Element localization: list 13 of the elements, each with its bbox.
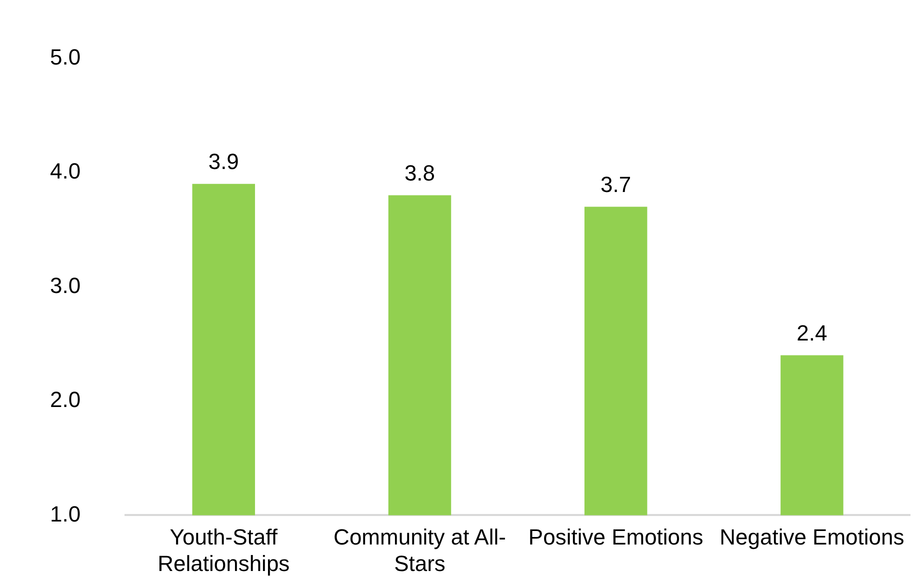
- y-tick-label: 5.0: [50, 44, 81, 70]
- data-label: 3.7: [600, 172, 632, 197]
- x-tick-label: Community at All-Stars: [334, 524, 506, 576]
- x-tick-label: Positive Emotions: [528, 524, 704, 550]
- data-label: 3.8: [404, 160, 436, 186]
- y-tick-label: 4.0: [50, 158, 81, 184]
- data-label: 2.4: [796, 320, 828, 346]
- y-tick-label: 1.0: [50, 501, 81, 526]
- x-tick-label: Youth-Staff Relationships: [158, 524, 290, 576]
- y-tick-label: 3.0: [50, 272, 81, 298]
- y-tick-label: 2.0: [50, 387, 81, 412]
- data-label: 3.9: [208, 148, 239, 174]
- x-tick-label: Negative Emotions: [720, 524, 904, 550]
